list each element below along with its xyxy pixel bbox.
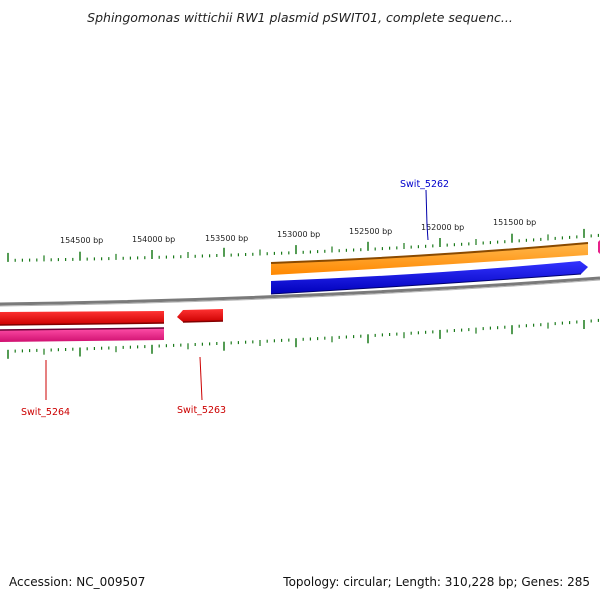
gene-feature-orange[interactable]: [270, 242, 589, 275]
map-title: Sphingomonas wittichii RW1 plasmid pSWIT…: [87, 10, 513, 25]
gene-label-swit-5262[interactable]: Swit_5262: [400, 179, 449, 190]
bp-label: 151500 bp: [493, 218, 536, 227]
leader-line: [426, 224, 429, 241]
gene-label-swit-5264[interactable]: Swit_5264: [21, 407, 70, 418]
map-summary-text: Topology: circular; Length: 310,228 bp; …: [283, 575, 590, 589]
leader-line: [425, 189, 428, 226]
bp-label: 152500 bp: [349, 227, 392, 236]
bp-label: 154000 bp: [132, 235, 175, 244]
bp-label: 152000 bp: [421, 223, 464, 232]
bp-label: 153000 bp: [277, 230, 320, 239]
plasmid-backbone: [0, 276, 600, 306]
gene-label-swit-5263[interactable]: Swit_5263: [177, 405, 226, 416]
gene-feature-swit-5262[interactable]: [270, 261, 588, 295]
accession-text: Accession: NC_009507: [9, 575, 146, 589]
tick-row-top: [7, 228, 600, 262]
tick-row-bottom: [7, 318, 600, 359]
gene-feature-swit-5264-red[interactable]: [0, 311, 165, 326]
bp-label: 154500 bp: [60, 236, 103, 245]
leader-line: [199, 356, 203, 401]
gene-feature-magenta[interactable]: [0, 327, 165, 342]
bp-scale-labels: 154500 bp 154000 bp 153500 bp 153000 bp …: [60, 218, 536, 245]
gene-feature-swit-5263[interactable]: [177, 309, 224, 323]
bp-label: 153500 bp: [205, 234, 248, 243]
